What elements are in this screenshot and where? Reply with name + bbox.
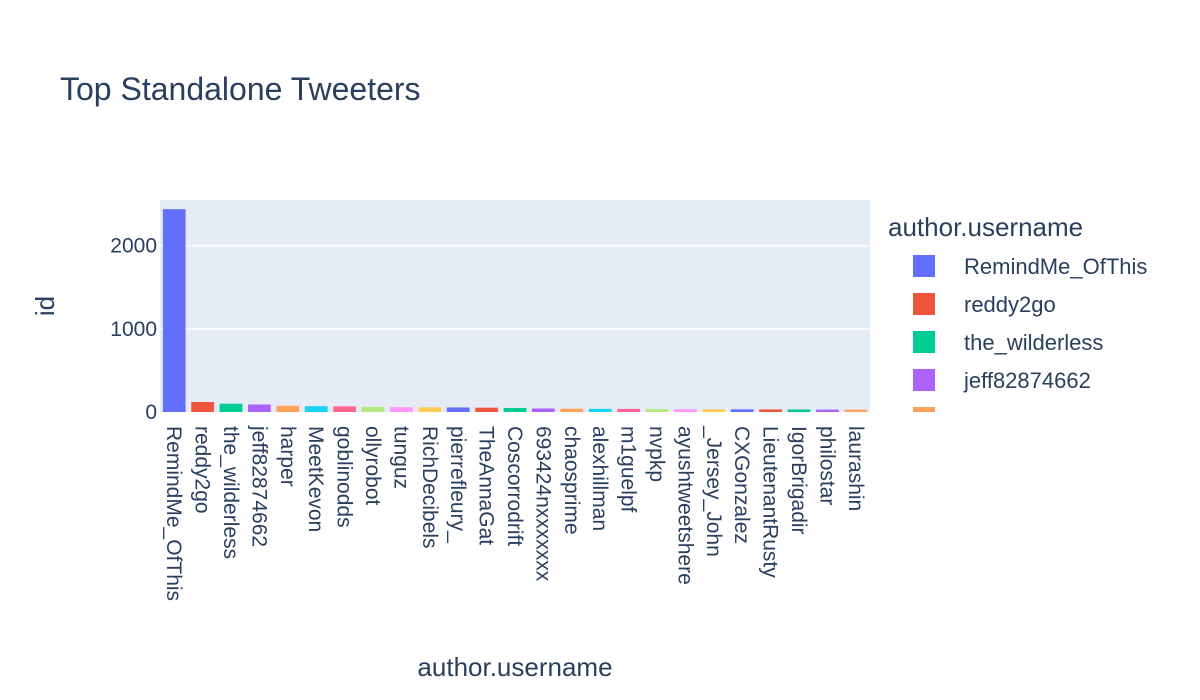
x-tick-label: TheAnnaGat bbox=[475, 426, 498, 545]
x-tick-label: nvpkp bbox=[645, 426, 668, 482]
legend-swatch bbox=[913, 331, 935, 353]
legend-label: . bbox=[964, 406, 970, 431]
x-tick-label: goblinodds bbox=[333, 426, 356, 528]
bars bbox=[162, 209, 868, 412]
x-tick-label: RichDecibels bbox=[418, 426, 441, 549]
bar-nvpkp bbox=[645, 409, 669, 412]
y-axis-title: id bbox=[30, 296, 60, 316]
x-tick-label: RemindMe_OfThis bbox=[162, 426, 185, 601]
bar-philostar bbox=[816, 409, 839, 412]
x-tick-label: CXGonzalez bbox=[730, 426, 753, 544]
bar-Coscorrodrift bbox=[503, 408, 527, 412]
bar-m1guelpf bbox=[617, 408, 640, 412]
x-tick-label: pierrefleury_ bbox=[446, 426, 469, 543]
plot-area bbox=[160, 200, 870, 412]
x-tick-label: ollyrobot bbox=[361, 426, 384, 506]
bar-the_wilderless bbox=[219, 403, 243, 412]
y-tick-label: 0 bbox=[145, 401, 157, 424]
bar-harper bbox=[276, 405, 300, 412]
legend: author.username RemindMe_OfThis reddy2go t… bbox=[888, 212, 1147, 431]
legend-title: author.username bbox=[888, 212, 1083, 242]
bar-RemindMe_OfThis bbox=[162, 209, 186, 412]
x-tick-label: reddy2go bbox=[191, 426, 214, 514]
legend-entries: RemindMe_OfThis reddy2go the_wilderlessjef… bbox=[913, 254, 1147, 431]
bar-chaosprime bbox=[560, 408, 584, 412]
x-axis-title: author.username bbox=[417, 652, 612, 682]
legend-swatch bbox=[913, 407, 935, 412]
bar-RichDecibels bbox=[418, 407, 442, 412]
legend-label: jeff82874662 bbox=[963, 368, 1091, 393]
bar-ayushtweetshere bbox=[674, 409, 697, 412]
legend-swatch bbox=[913, 293, 935, 315]
x-tick-label: the_wilderless bbox=[219, 426, 242, 559]
bar-pierrefleury_ bbox=[446, 407, 470, 412]
legend-label: RemindMe_OfThis bbox=[964, 254, 1147, 279]
x-tick-label: tunguz bbox=[389, 426, 412, 489]
bar-ollyrobot bbox=[361, 406, 385, 412]
chart-title: Top Standalone Tweeters bbox=[60, 71, 421, 107]
bar-laurashin bbox=[844, 409, 868, 412]
bar-goblinodds bbox=[333, 406, 356, 412]
grid-lines bbox=[160, 244, 870, 330]
legend-swatch bbox=[913, 369, 935, 391]
x-tick-label: alexhillman bbox=[588, 426, 611, 531]
legend-items: RemindMe_OfThis reddy2go the_wilderlessjef… bbox=[913, 254, 1147, 431]
x-tick-label: harper bbox=[276, 426, 299, 487]
x-tick-label: ayushtweetshere bbox=[673, 426, 696, 585]
x-tick-label: Coscorrodrift bbox=[503, 426, 526, 546]
bar-_Jersey_John bbox=[702, 409, 726, 412]
bar-CXGonzalez bbox=[730, 409, 754, 412]
x-tick-label: chaosprime bbox=[560, 426, 583, 535]
x-tick-label: LieutenantRusty bbox=[759, 426, 782, 578]
bar-693424nxxxxxxx bbox=[532, 408, 555, 412]
legend-label: the_wilderless bbox=[964, 330, 1103, 355]
x-tick-label: jeff82874662 bbox=[247, 425, 270, 547]
x-tick-label: _Jersey_John bbox=[702, 425, 725, 557]
legend-swatch bbox=[913, 255, 935, 277]
y-tick-label: 1000 bbox=[110, 318, 157, 341]
legend-label: reddy2go bbox=[964, 292, 1056, 317]
x-axis-ticks: RemindMe_OfThis reddy2go the_wilderless jef… bbox=[162, 425, 867, 601]
bar-LieutenantRusty bbox=[759, 409, 782, 412]
bar-alexhillman bbox=[588, 408, 612, 412]
bar-jeff82874662 bbox=[248, 404, 271, 412]
x-tick-label: laurashin bbox=[844, 426, 867, 511]
bar-tunguz bbox=[390, 407, 413, 412]
y-tick-label: 2000 bbox=[110, 235, 157, 258]
x-tick-label: 693424nxxxxxxx bbox=[531, 426, 554, 582]
x-tick-label: MeetKevon bbox=[304, 426, 327, 532]
x-tick-label: m1guelpf bbox=[617, 426, 640, 513]
y-axis-ticks: 0 1000 2000 bbox=[110, 235, 157, 424]
bar-reddy2go bbox=[191, 402, 214, 412]
x-tick-label: IgorBrigadir bbox=[787, 426, 810, 535]
x-tick-label: philostar bbox=[815, 426, 838, 505]
bar-TheAnnaGat bbox=[475, 407, 498, 412]
bar-IgorBrigadir bbox=[787, 409, 811, 412]
bar-MeetKevon bbox=[304, 406, 328, 412]
